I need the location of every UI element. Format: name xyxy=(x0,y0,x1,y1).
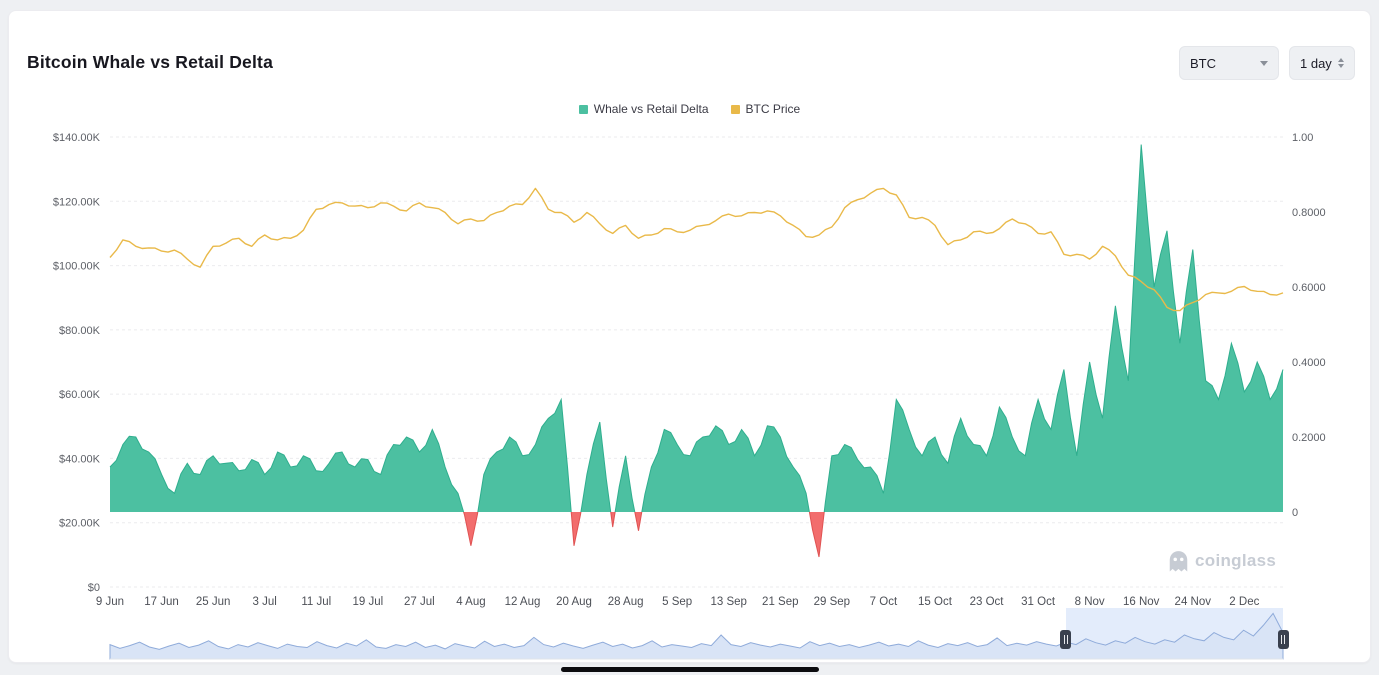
ghost-icon xyxy=(1169,551,1188,572)
svg-text:28 Aug: 28 Aug xyxy=(608,596,644,608)
svg-text:21 Sep: 21 Sep xyxy=(762,596,798,608)
interval-select-value: 1 day xyxy=(1300,55,1332,71)
svg-text:0.4000: 0.4000 xyxy=(1292,357,1326,369)
page-title: Bitcoin Whale vs Retail Delta xyxy=(27,52,273,72)
legend-label-delta: Whale vs Retail Delta xyxy=(593,102,709,116)
legend: Whale vs Retail Delta BTC Price xyxy=(0,102,1379,116)
navigator-left-handle[interactable] xyxy=(1060,630,1072,649)
svg-text:5 Sep: 5 Sep xyxy=(662,596,692,608)
svg-text:11 Jul: 11 Jul xyxy=(301,596,331,608)
svg-text:24 Nov: 24 Nov xyxy=(1175,596,1212,608)
legend-item-price[interactable]: BTC Price xyxy=(730,102,801,116)
legend-label-price: BTC Price xyxy=(745,102,801,116)
svg-text:$80.00K: $80.00K xyxy=(59,325,101,337)
svg-text:7 Oct: 7 Oct xyxy=(870,596,898,608)
svg-text:17 Jun: 17 Jun xyxy=(144,596,179,608)
symbol-select-value: BTC xyxy=(1190,55,1216,71)
svg-text:$120.00K: $120.00K xyxy=(53,196,101,208)
svg-text:9 Jun: 9 Jun xyxy=(96,596,124,608)
legend-swatch-delta xyxy=(578,104,588,114)
svg-text:23 Oct: 23 Oct xyxy=(970,596,1005,608)
svg-text:0.6000: 0.6000 xyxy=(1292,282,1326,294)
svg-text:$140.00K: $140.00K xyxy=(53,132,101,144)
svg-text:31 Oct: 31 Oct xyxy=(1021,596,1056,608)
stepper-updown-icon xyxy=(1338,58,1344,68)
svg-text:$20.00K: $20.00K xyxy=(59,518,101,530)
legend-swatch-price xyxy=(730,104,740,114)
svg-text:$40.00K: $40.00K xyxy=(59,453,101,465)
svg-text:16 Nov: 16 Nov xyxy=(1123,596,1160,608)
svg-text:13 Sep: 13 Sep xyxy=(710,596,746,608)
svg-text:3 Jul: 3 Jul xyxy=(253,596,277,608)
legend-item-delta[interactable]: Whale vs Retail Delta xyxy=(578,102,709,116)
svg-text:15 Oct: 15 Oct xyxy=(918,596,953,608)
svg-text:27 Jul: 27 Jul xyxy=(404,596,435,608)
home-indicator xyxy=(561,667,819,672)
svg-text:12 Aug: 12 Aug xyxy=(505,596,541,608)
symbol-select[interactable]: BTC xyxy=(1179,46,1279,80)
svg-text:$60.00K: $60.00K xyxy=(59,389,101,401)
interval-select[interactable]: 1 day xyxy=(1289,46,1355,80)
svg-text:$100.00K: $100.00K xyxy=(53,261,101,273)
svg-text:25 Jun: 25 Jun xyxy=(196,596,231,608)
svg-text:0: 0 xyxy=(1292,507,1298,519)
watermark: coinglass xyxy=(1168,549,1276,573)
svg-text:1.00: 1.00 xyxy=(1292,132,1313,144)
chevron-down-icon xyxy=(1260,60,1268,66)
svg-text:29 Sep: 29 Sep xyxy=(814,596,850,608)
navigator-right-handle[interactable] xyxy=(1277,630,1289,649)
svg-text:4 Aug: 4 Aug xyxy=(456,596,485,608)
svg-text:0.8000: 0.8000 xyxy=(1292,207,1326,219)
svg-text:20 Aug: 20 Aug xyxy=(556,596,592,608)
svg-text:$0: $0 xyxy=(88,582,100,594)
chart-controls: BTC 1 day xyxy=(1179,46,1355,80)
svg-text:8 Nov: 8 Nov xyxy=(1075,596,1105,608)
svg-text:0.2000: 0.2000 xyxy=(1292,432,1326,444)
svg-text:2 Dec: 2 Dec xyxy=(1229,596,1259,608)
watermark-text: coinglass xyxy=(1195,551,1277,570)
svg-text:19 Jul: 19 Jul xyxy=(352,596,383,608)
